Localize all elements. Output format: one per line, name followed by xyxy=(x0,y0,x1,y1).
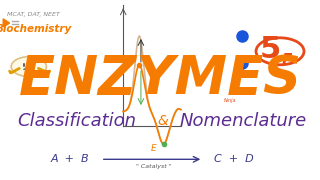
Text: 5: 5 xyxy=(260,35,281,64)
Text: ENZYMES: ENZYMES xyxy=(19,53,301,105)
Text: A  +  B: A + B xyxy=(51,154,90,164)
Text: MCAT, DAT, NEET: MCAT, DAT, NEET xyxy=(7,12,60,17)
Text: E: E xyxy=(281,53,292,68)
Text: &: & xyxy=(158,114,169,128)
Polygon shape xyxy=(3,19,10,27)
Text: Nomenclature: Nomenclature xyxy=(180,112,307,130)
Text: " Catalyst ": " Catalyst " xyxy=(136,164,172,169)
Text: C  +  D: C + D xyxy=(214,154,253,164)
Text: Classification: Classification xyxy=(17,112,136,130)
Text: Ninja: Ninja xyxy=(224,98,237,103)
Circle shape xyxy=(11,57,46,76)
Text: Biochemistry: Biochemistry xyxy=(0,24,72,34)
Text: E: E xyxy=(151,144,156,153)
